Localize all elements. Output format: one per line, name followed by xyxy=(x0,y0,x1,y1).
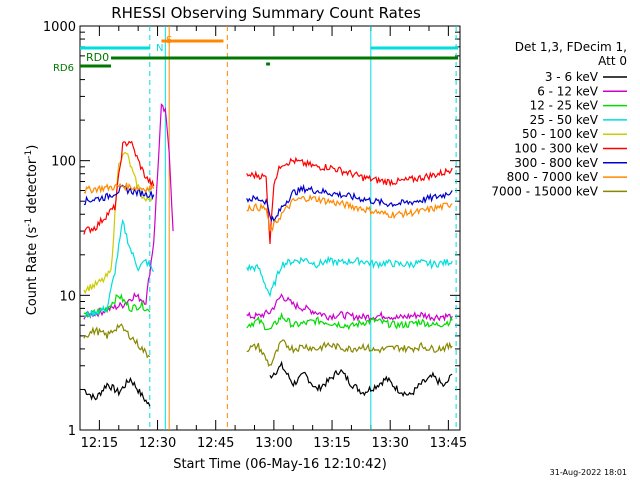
y-axis-label: Count Rate (s-1 detector-1) xyxy=(24,145,40,316)
series-line xyxy=(83,184,155,206)
series-line xyxy=(83,218,155,318)
legend-label: 100 - 300 keV xyxy=(514,142,598,156)
x-tick-label: 13:45 xyxy=(430,436,467,451)
legend-header-line2: Att 0 xyxy=(598,54,627,68)
legend-label: 6 - 12 keV xyxy=(537,84,599,98)
series-3-6-kev xyxy=(83,360,453,407)
y-tick-label: 10 xyxy=(59,289,76,304)
flag-label-s: S xyxy=(166,35,172,46)
x-tick-label: 13:30 xyxy=(371,436,408,451)
series-300-800-kev xyxy=(83,183,453,223)
series-line xyxy=(83,140,155,235)
series-line xyxy=(246,193,453,232)
series-line xyxy=(246,293,453,322)
legend-label: 50 - 100 keV xyxy=(522,127,599,141)
series-line xyxy=(246,156,453,245)
series-line xyxy=(246,311,453,331)
legend-label: 300 - 800 keV xyxy=(514,156,598,170)
chart-title: RHESSI Observing Summary Count Rates xyxy=(111,4,421,22)
series-line xyxy=(83,323,151,359)
y-tick-label: 1000 xyxy=(43,20,76,35)
x-axis-label: Start Time (06-May-16 12:10:42) xyxy=(173,457,387,472)
series-25-50-kev xyxy=(83,218,453,318)
legend-label: 12 - 25 keV xyxy=(530,99,599,113)
series-100-300-kev xyxy=(83,140,453,245)
x-tick-label: 13:00 xyxy=(255,436,292,451)
series-line xyxy=(246,339,453,367)
flag-label-rd0: RD0 xyxy=(86,51,109,64)
series-line xyxy=(269,360,453,398)
series-800-7000-kev xyxy=(83,182,453,232)
flag-label-rd6: RD6 xyxy=(53,63,74,74)
series-50-100-kev xyxy=(83,151,155,295)
y-tick-label: 100 xyxy=(51,155,76,170)
plot-frame xyxy=(79,25,461,431)
series-line xyxy=(83,182,155,194)
x-tick-label: 13:15 xyxy=(313,436,350,451)
y-tick-label: 1 xyxy=(68,424,76,439)
x-tick-label: 12:15 xyxy=(81,436,118,451)
series-line xyxy=(246,255,453,298)
flag-label-n: N xyxy=(156,43,163,54)
x-tick-label: 12:45 xyxy=(197,436,234,451)
series-line xyxy=(83,151,155,295)
legend-label: 800 - 7000 keV xyxy=(507,170,599,184)
legend-label: 7000 - 15000 keV xyxy=(491,184,598,198)
series-line xyxy=(246,183,453,223)
x-tick-label: 12:30 xyxy=(139,436,176,451)
legend-label: 3 - 6 keV xyxy=(545,70,599,84)
legend-header-line1: Det 1,3, FDecim 1, xyxy=(515,40,627,54)
series-7000-15000-kev xyxy=(83,323,453,367)
legend-label: 25 - 50 keV xyxy=(530,113,599,127)
timestamp: 31-Aug-2022 18:01 xyxy=(550,468,627,477)
plot-area: 1 10 100 1000 12:15 12:30 12:45 13:00 13:15 13:30… xyxy=(43,20,467,451)
series-line xyxy=(83,376,151,407)
